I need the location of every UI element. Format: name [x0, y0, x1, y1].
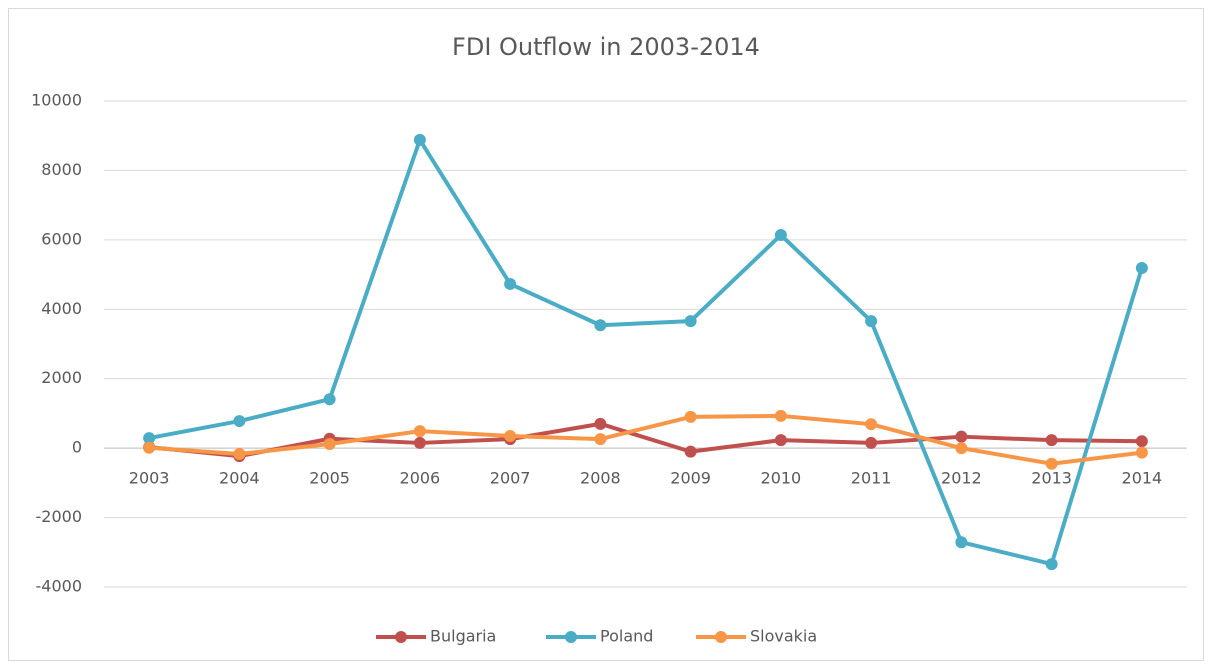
data-point: [413, 425, 426, 438]
data-point: [1045, 457, 1058, 470]
data-point: [684, 315, 697, 328]
legend-marker: [395, 631, 407, 643]
data-point: [594, 417, 607, 430]
data-point: [1045, 558, 1058, 571]
x-tick-label: 2004: [219, 469, 260, 488]
legend-label: Poland: [600, 627, 653, 646]
x-tick-label: 2012: [941, 469, 982, 488]
data-point: [865, 436, 878, 449]
data-point: [413, 133, 426, 146]
data-point: [1135, 435, 1148, 448]
y-tick-label: 10000: [31, 91, 82, 110]
series-line: [147, 137, 1144, 567]
x-tick-label: 2006: [400, 469, 441, 488]
y-tick-label: 8000: [41, 160, 82, 179]
data-point: [504, 277, 517, 290]
data-point: [143, 441, 156, 454]
chart-title: FDI Outflow in 2003-2014: [452, 33, 760, 61]
data-point: [323, 393, 336, 406]
x-tick-label: 2014: [1122, 469, 1163, 488]
x-tick-label: 2013: [1031, 469, 1072, 488]
data-point: [143, 432, 156, 445]
data-point: [1045, 434, 1058, 447]
data-point: [1135, 446, 1148, 459]
y-tick-label: 6000: [41, 229, 82, 248]
legend-label: Slovakia: [750, 627, 817, 646]
x-tick-label: 2003: [129, 469, 170, 488]
data-point: [504, 429, 517, 442]
x-tick-label: 2010: [761, 469, 802, 488]
data-point: [684, 445, 697, 458]
series-line: [147, 421, 1144, 459]
legend-marker: [565, 631, 577, 643]
data-point: [774, 409, 787, 422]
data-point: [684, 410, 697, 423]
data-point: [955, 536, 968, 549]
data-point: [955, 430, 968, 443]
data-point: [323, 437, 336, 450]
y-tick-label: -4000: [36, 577, 83, 596]
chart-border: [8, 8, 1204, 661]
data-point: [413, 436, 426, 449]
series-line: [147, 413, 1144, 466]
legend-marker: [715, 631, 727, 643]
data-point: [865, 315, 878, 328]
x-tick-label: 2007: [490, 469, 531, 488]
x-tick-label: 2008: [580, 469, 621, 488]
data-point: [233, 448, 246, 461]
y-tick-label: -2000: [36, 507, 83, 526]
data-point: [774, 434, 787, 447]
y-tick-label: 0: [72, 438, 82, 457]
x-tick-label: 2005: [309, 469, 350, 488]
data-point: [865, 418, 878, 431]
data-point: [594, 319, 607, 332]
y-tick-label: 4000: [41, 299, 82, 318]
data-point: [1135, 261, 1148, 274]
data-point: [774, 228, 787, 241]
x-tick-label: 2009: [670, 469, 711, 488]
legend-label: Bulgaria: [430, 627, 496, 646]
data-point: [233, 415, 246, 428]
y-tick-label: 2000: [41, 368, 82, 387]
x-tick-label: 2011: [851, 469, 892, 488]
data-point: [594, 433, 607, 446]
data-point: [955, 442, 968, 455]
